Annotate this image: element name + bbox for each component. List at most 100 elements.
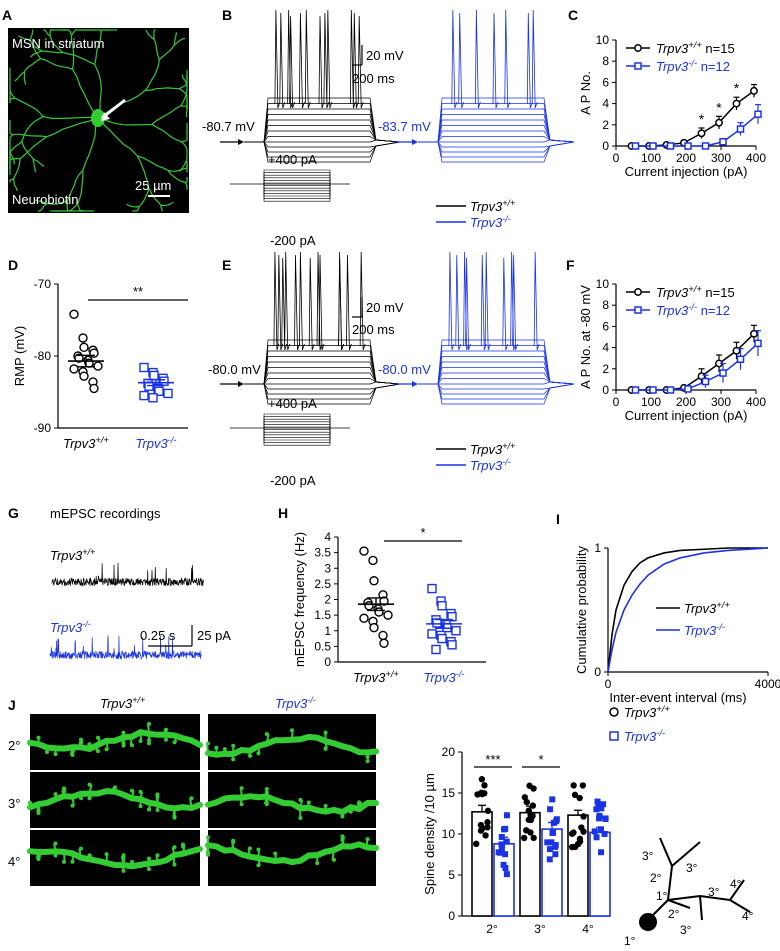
category-label: Trpv3-/- bbox=[135, 435, 176, 451]
tree-order-label: 1° bbox=[624, 934, 636, 948]
spine-head bbox=[45, 749, 49, 754]
significance-mark: * bbox=[420, 525, 425, 540]
spine-head bbox=[147, 741, 151, 746]
data-point bbox=[477, 827, 485, 834]
spine-head bbox=[264, 802, 269, 807]
data-point bbox=[502, 865, 509, 872]
spine-head bbox=[323, 746, 328, 751]
cdf-line bbox=[607, 547, 768, 673]
data-point bbox=[602, 815, 609, 822]
data-point bbox=[139, 390, 149, 401]
dendrite-branch bbox=[82, 117, 99, 171]
dendritic-spine bbox=[331, 849, 335, 861]
voltage-sweep bbox=[418, 383, 575, 390]
tree-order-label: 4° bbox=[730, 877, 742, 891]
data-point bbox=[594, 798, 601, 805]
data-point bbox=[497, 849, 504, 856]
data-point bbox=[552, 851, 559, 858]
panel-b-scale-t-label: 200 ms bbox=[352, 71, 395, 86]
panel-g-scale-t-label: 0.25 s bbox=[140, 628, 176, 643]
spine-head bbox=[323, 730, 328, 735]
data-point bbox=[530, 785, 537, 792]
spine-head bbox=[365, 759, 370, 764]
x-axis-label: Current injection (pA) bbox=[625, 408, 748, 423]
action-potential bbox=[318, 254, 325, 351]
panel-b-traces bbox=[220, 9, 575, 163]
data-point bbox=[593, 806, 600, 813]
data-point bbox=[596, 812, 603, 819]
y-tick-label: -90 bbox=[34, 421, 52, 435]
y-tick-label: 0 bbox=[602, 383, 609, 397]
data-point bbox=[149, 370, 159, 381]
dendrite-branch bbox=[148, 187, 162, 206]
x-tick-label: 0 bbox=[605, 677, 612, 691]
spine-head bbox=[138, 789, 143, 794]
legend-marker bbox=[634, 306, 642, 314]
data-point bbox=[529, 802, 537, 809]
arrow-icon bbox=[238, 381, 244, 387]
dendrite-branch bbox=[43, 29, 51, 37]
data-point bbox=[477, 821, 485, 829]
data-point bbox=[503, 838, 510, 845]
spine-head bbox=[172, 815, 177, 820]
spine-head bbox=[104, 747, 109, 752]
action-potential bbox=[504, 9, 511, 109]
data-point bbox=[666, 142, 675, 150]
spine-head bbox=[172, 862, 177, 867]
panel-e-vm-wt: -80.0 mV bbox=[208, 362, 261, 377]
dendrite-branch bbox=[17, 35, 31, 41]
dendritic-spine bbox=[88, 784, 93, 794]
chart-h: 0 0.51 1.52 2.5 33.5 4 mEPSC frequency (Hz) Trp… bbox=[292, 525, 486, 685]
panel-g-label-wt: Trpv3+/+ bbox=[50, 547, 95, 563]
spine-head bbox=[87, 853, 92, 858]
x-tick-label: 3° bbox=[534, 922, 546, 936]
data-point bbox=[473, 840, 480, 848]
data-point bbox=[500, 861, 507, 868]
dendrite-branch bbox=[9, 151, 15, 165]
data-point bbox=[597, 826, 604, 833]
panel-letter-i: I bbox=[556, 511, 560, 527]
spine-head bbox=[138, 804, 143, 809]
data-point bbox=[684, 142, 692, 150]
data-point bbox=[451, 626, 461, 636]
legend-marker bbox=[634, 62, 642, 70]
data-point bbox=[732, 99, 741, 108]
action-potential bbox=[502, 257, 509, 351]
spine-head bbox=[239, 802, 244, 807]
y-tick-label: 4 bbox=[324, 530, 331, 544]
stimulus-step bbox=[263, 180, 331, 184]
dendrite-branch bbox=[145, 87, 180, 91]
action-potential bbox=[318, 15, 325, 109]
data-point bbox=[447, 640, 457, 650]
panel-b-stim-bot: -200 pA bbox=[270, 233, 316, 248]
y-axis-label: A P No. at -80 mV bbox=[578, 285, 593, 389]
dendrite-branch bbox=[178, 88, 188, 105]
action-potential bbox=[352, 12, 359, 109]
data-point bbox=[498, 833, 505, 840]
spine-head bbox=[298, 816, 303, 821]
data-point bbox=[593, 834, 600, 841]
action-potential bbox=[455, 254, 462, 351]
data-point bbox=[631, 386, 640, 394]
spine-head bbox=[96, 749, 100, 754]
action-potential bbox=[326, 9, 333, 109]
stimulus-step bbox=[263, 184, 331, 189]
dendrite-branch bbox=[13, 178, 18, 192]
dendrite-branch bbox=[9, 80, 16, 99]
spine-head bbox=[181, 844, 185, 849]
stimulus-step bbox=[263, 174, 331, 184]
dendrite-branch bbox=[178, 79, 188, 90]
dendrite-branch bbox=[153, 39, 160, 61]
voltage-sweep bbox=[418, 339, 575, 385]
legend-marker bbox=[634, 44, 642, 52]
data-point bbox=[139, 362, 149, 373]
y-tick-label: 15 bbox=[442, 786, 456, 800]
data-point bbox=[666, 386, 675, 394]
y-axis-label: mEPSC frequency (Hz) bbox=[292, 532, 307, 667]
panel-j-col-wt: Trpv3+/+ bbox=[100, 695, 145, 711]
dendrite-branch bbox=[138, 187, 150, 207]
dendrite-tree-diagram: 1°1°2°2°3°3°3°3°4°4° bbox=[624, 837, 754, 948]
y-axis-label: Spine density /10 µm bbox=[422, 773, 437, 895]
dendrite-branch bbox=[34, 199, 48, 205]
